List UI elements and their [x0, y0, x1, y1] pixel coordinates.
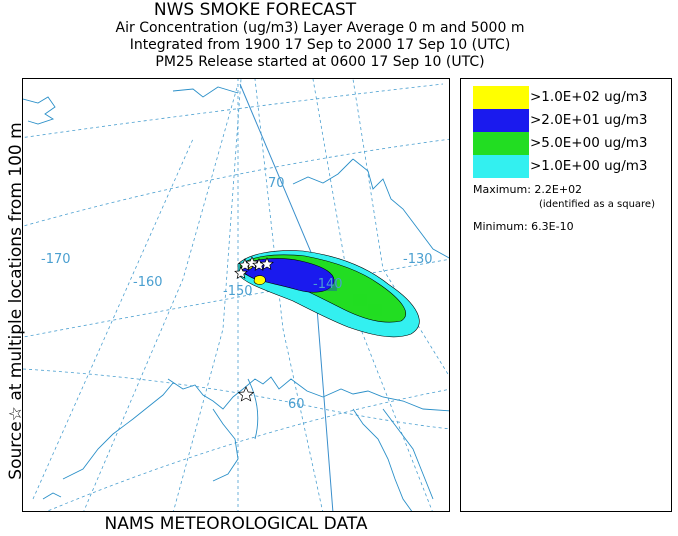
graticule-label-lat-70: 70 [268, 176, 285, 191]
maximum-note: (identified as a square) [539, 199, 655, 210]
graticule-label-lon-140: -140 [313, 277, 343, 292]
minimum-value: Minimum: 6.3E-10 [473, 220, 574, 233]
legend-label: >5.0E+00 ug/m3 [530, 135, 648, 151]
legend-swatch [473, 86, 529, 109]
source-markers [234, 256, 274, 402]
graticule-label-lat-60: 60 [288, 397, 305, 412]
map-panel: -170 -160 -150 -140 -130 70 60 [22, 78, 450, 512]
legend-item: >1.0E+00 ug/m3 [473, 155, 673, 178]
graticule-label-lon-150: -150 [223, 284, 253, 299]
legend-swatch [473, 132, 529, 155]
plume-contour-1e2-a [253, 275, 266, 285]
legend-item: >1.0E+02 ug/m3 [473, 86, 673, 109]
legend-item: >5.0E+00 ug/m3 [473, 132, 673, 155]
graticule-label-lon-170: -170 [41, 252, 71, 267]
legend-label: >1.0E+02 ug/m3 [530, 89, 648, 105]
graticule [23, 79, 449, 511]
legend-swatch [473, 155, 529, 178]
legend-label: >1.0E+00 ug/m3 [530, 158, 648, 174]
integration-period: Integrated from 1900 17 Sep to 2000 17 S… [129, 37, 511, 53]
graticule-label-lon-130: -130 [403, 252, 433, 267]
smoke-map: -170 -160 -150 -140 -130 70 60 [23, 79, 449, 511]
concentration-description: Air Concentration (ug/m3) Layer Average … [115, 20, 525, 36]
legend-swatch [473, 109, 529, 132]
source-star-icon [234, 266, 248, 279]
legend-label: >2.0E+01 ug/m3 [530, 112, 648, 128]
release-info: PM25 Release started at 0600 17 Sep 10 (… [155, 54, 485, 70]
source-star-icon [237, 386, 255, 402]
forecast-title: NWS SMOKE FORECAST [153, 0, 357, 20]
legend-item: >2.0E+01 ug/m3 [473, 109, 673, 132]
meteorological-data-label: NAMS METEOROLOGICAL DATA [104, 514, 368, 534]
maximum-value: Maximum: 2.2E+02 [473, 183, 583, 196]
legend-panel: >1.0E+02 ug/m3 >2.0E+01 ug/m3 >5.0E+00 u… [460, 78, 672, 512]
source-star-icon [260, 257, 274, 270]
graticule-label-lon-160: -160 [133, 275, 163, 290]
